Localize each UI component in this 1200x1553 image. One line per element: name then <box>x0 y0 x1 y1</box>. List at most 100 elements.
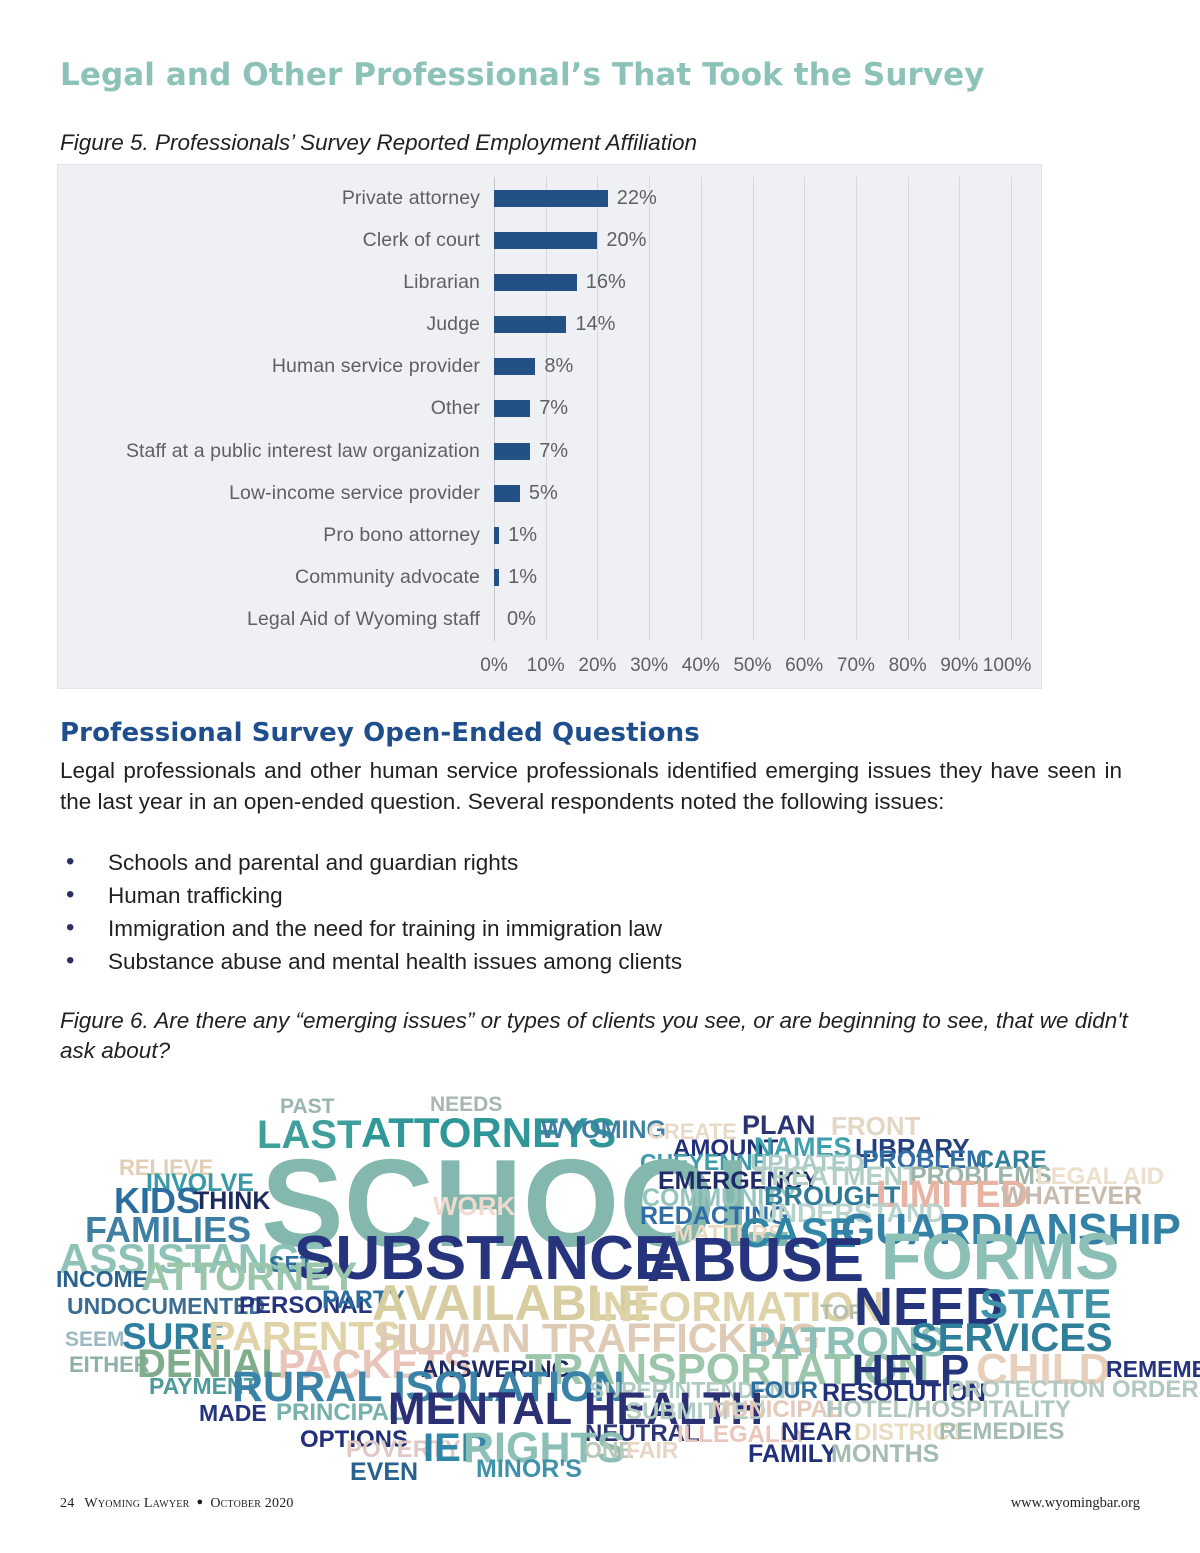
wordcloud-word: DISTRICT <box>854 1419 965 1446</box>
chart-value-label: 22% <box>616 186 657 209</box>
wordcloud-word: TREATMENT <box>755 1161 920 1191</box>
wordcloud-word: FAMILIES <box>85 1209 252 1250</box>
chart-value-label: 5% <box>528 481 558 504</box>
wordcloud-word: PLAN <box>742 1110 816 1140</box>
figure5-chart: Private attorney 22% Clerk of court 20% Libr… <box>57 164 1042 689</box>
wordcloud-word: PROBLEM <box>862 1146 987 1174</box>
chart-category-label: Clerk of court <box>362 228 480 251</box>
wordcloud-word: EMERGENCY <box>658 1167 820 1195</box>
wordcloud-word: NEED <box>854 1277 1005 1337</box>
wordcloud-word: NEUTRAL <box>585 1420 700 1447</box>
chart-bar <box>494 400 531 418</box>
chart-category-label: Legal Aid of Wyoming staff <box>247 608 480 631</box>
wordcloud-word: SERVICES <box>911 1316 1113 1360</box>
list-item: Schools and parental and guardian rights <box>60 844 1120 879</box>
wordcloud-word: PACKETS <box>278 1341 471 1387</box>
wordcloud-word: PAST <box>280 1095 335 1118</box>
wordcloud-word: SUBSTANCE <box>294 1224 676 1293</box>
chart-bar-container: 22% <box>494 177 1043 219</box>
wordcloud-word: KIDS <box>114 1180 201 1221</box>
wordcloud-word: COMMUNITY <box>642 1184 797 1212</box>
wordcloud-word: BROUGHT <box>764 1181 901 1211</box>
wordcloud-word: HOTEL/HOSPITALITY <box>826 1396 1071 1423</box>
chart-bar <box>494 484 520 502</box>
wordcloud-word: NAMES <box>754 1132 852 1162</box>
wordcloud-word: ATTORNEYS <box>361 1109 617 1156</box>
x-axis-tick: 40% <box>681 655 720 676</box>
chart-bar-rows: Private attorney 22% Clerk of court 20% Libr… <box>58 177 1043 641</box>
chart-bar <box>494 231 598 249</box>
wordcloud-word: MENTAL HEALTH <box>388 1383 763 1434</box>
wordcloud-word: CHILD <box>976 1345 1111 1394</box>
wordcloud-word: UNDOCUMENTED <box>67 1293 266 1319</box>
gridline-30 <box>649 177 651 641</box>
body-paragraph: Legal professionals and other human serv… <box>60 758 1122 814</box>
wordcloud-word: NEAR <box>781 1418 852 1446</box>
wordcloud-word: FRONT <box>831 1111 921 1141</box>
issues-bullet-list: Schools and parental and guardian rights… <box>60 844 1120 979</box>
chart-value-label: 0% <box>507 608 536 631</box>
wordcloud-word: SEEM <box>65 1328 125 1351</box>
chart-bar-container: 16% <box>494 261 1043 303</box>
gridline-20 <box>597 177 599 641</box>
wordcloud-word: REMEDIES <box>939 1418 1065 1445</box>
list-item: Immigration and the need for training in… <box>60 910 1120 945</box>
chart-category-label: Community advocate <box>295 566 480 589</box>
wordcloud-word: UPDATED <box>750 1150 865 1177</box>
footer-publication: Wyoming Lawyer <box>84 1496 190 1511</box>
gridline-90 <box>959 177 961 641</box>
page-footer: 24 Wyoming Lawyer ● October 2020 www.wyomin… <box>60 1495 1140 1512</box>
wordcloud-word: ABUSE <box>647 1226 865 1295</box>
chart-row: Judge 14% <box>58 304 1043 346</box>
wordcloud-word: MUNICIPAL <box>711 1396 843 1423</box>
x-axis-tick: 0% <box>480 655 508 676</box>
wordcloud-word: ASSISTANCE <box>59 1235 327 1282</box>
chart-bar-container: 1% <box>494 557 1043 599</box>
figure5-number: Figure 5. <box>60 130 149 155</box>
wordcloud-word: OPTIONS <box>300 1426 409 1453</box>
x-axis-tick: 100% <box>982 655 1032 676</box>
wordcloud-word: SURE <box>122 1316 225 1357</box>
wordcloud-word: RIGHTS <box>463 1424 626 1472</box>
wordcloud-word: RELIEVE <box>119 1155 214 1180</box>
wordcloud-word: FAMILY <box>748 1440 838 1468</box>
x-axis-tick: 50% <box>733 655 772 676</box>
footer-separator-dot: ● <box>196 1496 204 1508</box>
wordcloud-word: WORK <box>433 1191 516 1221</box>
chart-category-label: Pro bono attorney <box>323 523 480 546</box>
figure6-caption: Figure 6. Are there any “emerging issues… <box>60 1006 1140 1065</box>
chart-row: Community advocate 1% <box>58 557 1043 599</box>
chart-category-label: Private attorney <box>341 186 480 209</box>
chart-row: Human service provider 8% <box>58 346 1043 388</box>
chart-bar-container: 7% <box>494 388 1043 430</box>
chart-value-label: 7% <box>539 439 569 462</box>
footer-website: www.wyomingbar.org <box>1010 1495 1140 1511</box>
wordcloud-word: LAST <box>257 1113 362 1157</box>
wordcloud-word: PROBLEMS <box>910 1162 1052 1190</box>
chart-bar-container: 20% <box>494 219 1043 261</box>
gridline-70 <box>855 177 857 641</box>
wordcloud-word: HUMAN TRAFFICKING <box>378 1315 820 1361</box>
wordcloud-word: UNDERSTAND <box>758 1198 945 1228</box>
subsection-title: Professional Survey Open-Ended Questions <box>60 718 700 748</box>
footer-issue: October 2020 <box>210 1496 294 1511</box>
wordcloud-word: PROTECTION ORDERS <box>948 1376 1200 1403</box>
wordcloud-word: STATE <box>980 1280 1112 1327</box>
chart-value-label: 1% <box>508 566 538 589</box>
chart-row: Clerk of court 20% <box>58 219 1043 261</box>
gridline-10 <box>545 177 547 641</box>
chart-value-label: 8% <box>544 355 574 378</box>
wordcloud-word: IEP <box>423 1426 488 1470</box>
wordcloud-word: ANSWERING <box>421 1356 571 1383</box>
wordcloud-word: FORMS <box>881 1219 1120 1293</box>
gridline-50 <box>752 177 754 641</box>
chart-bar-container: 8% <box>494 346 1043 388</box>
wordcloud-word: WYOMING <box>541 1116 666 1144</box>
wordcloud-word: SUPERINTENDENT <box>589 1377 800 1403</box>
wordcloud-word: ILLEGALLY <box>677 1421 809 1448</box>
chart-bar <box>494 273 577 291</box>
wordcloud-word: MINOR'S <box>476 1455 582 1483</box>
chart-bar-container: 0% <box>494 599 1043 641</box>
wordcloud-word: PARTY <box>322 1286 405 1314</box>
